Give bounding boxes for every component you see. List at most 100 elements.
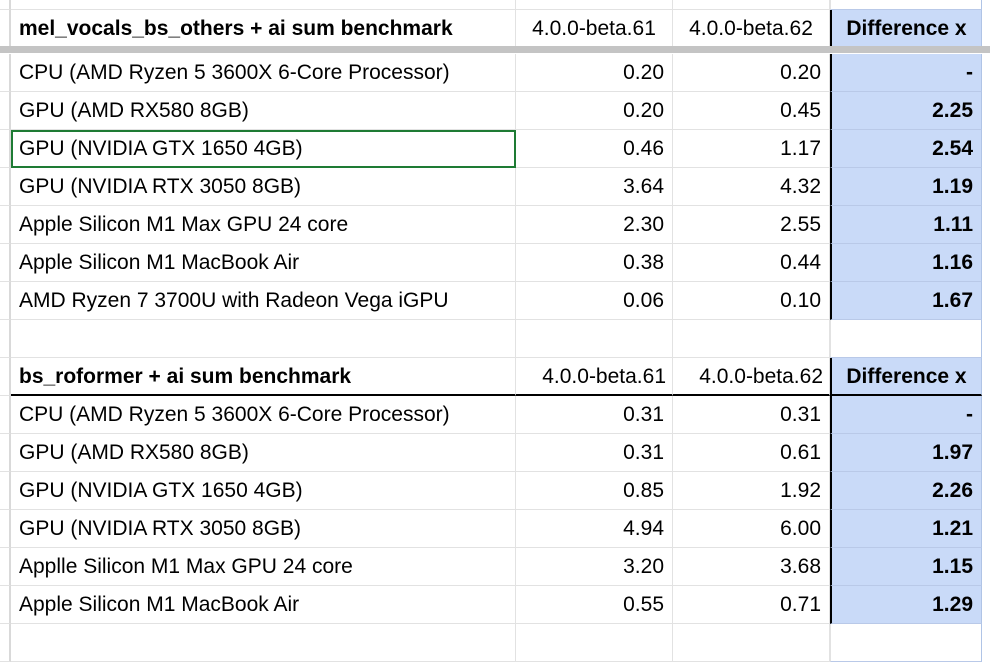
table-row: GPU (AMD RX580 8GB) 0.20 0.45 2.25 [0,92,990,130]
row-gutter [0,168,11,206]
table1-header-beta61[interactable]: 4.0.0-beta.61 [516,10,673,48]
blank-row [0,320,990,358]
device-cell[interactable]: CPU (AMD Ryzen 5 3600X 6-Core Processor) [11,54,516,92]
device-cell[interactable]: GPU (AMD RX580 8GB) [11,434,516,472]
beta61-cell[interactable]: 0.06 [516,282,673,320]
table-row: AMD Ryzen 7 3700U with Radeon Vega iGPU … [0,282,990,320]
table1-title[interactable]: mel_vocals_bs_others + ai sum benchmark [11,10,516,48]
beta62-cell[interactable]: 0.61 [673,434,830,472]
device-cell[interactable]: Apple Silicon M1 Max GPU 24 core [11,206,516,244]
beta61-cell[interactable]: 0.20 [516,54,673,92]
difference-cell[interactable]: 1.67 [830,282,982,320]
row-gutter [0,358,11,396]
table-row: GPU (AMD RX580 8GB) 0.31 0.61 1.97 [0,434,990,472]
difference-cell[interactable]: 2.26 [830,472,982,510]
cell[interactable] [11,0,516,10]
row-gutter [0,282,11,320]
cell[interactable] [830,0,982,10]
beta61-cell[interactable]: 4.94 [516,510,673,548]
table-row: Applle Silicon M1 Max GPU 24 core 3.20 3… [0,548,990,586]
beta62-cell[interactable]: 0.45 [673,92,830,130]
table-row: GPU (NVIDIA GTX 1650 4GB) 0.46 1.17 2.54 [0,130,990,168]
device-cell[interactable]: Apple Silicon M1 MacBook Air [11,244,516,282]
table2-header-difference[interactable]: Difference x [830,358,982,396]
device-cell[interactable]: CPU (AMD Ryzen 5 3600X 6-Core Processor) [11,396,516,434]
beta61-cell[interactable]: 0.20 [516,92,673,130]
row-gutter [0,510,11,548]
difference-cell[interactable]: 1.19 [830,168,982,206]
row-gutter [0,434,11,472]
row-gutter [0,586,11,624]
table1-header-row: mel_vocals_bs_others + ai sum benchmark … [0,10,990,48]
beta62-cell[interactable]: 4.32 [673,168,830,206]
beta62-cell[interactable]: 0.31 [673,396,830,434]
device-cell[interactable]: Apple Silicon M1 MacBook Air [11,586,516,624]
row-gutter [0,54,11,92]
row-gutter [0,92,11,130]
difference-cell[interactable]: 1.15 [830,548,982,586]
table-row: GPU (NVIDIA GTX 1650 4GB) 0.85 1.92 2.26 [0,472,990,510]
table1-header-difference[interactable]: Difference x [830,10,982,48]
row-gutter [0,396,11,434]
difference-cell[interactable]: - [830,396,982,434]
row-gutter [0,10,11,48]
row-gutter [0,472,11,510]
difference-cell[interactable]: - [830,54,982,92]
beta61-cell[interactable]: 0.31 [516,434,673,472]
difference-cell[interactable]: 1.21 [830,510,982,548]
table2-title[interactable]: bs_roformer + ai sum benchmark [11,358,516,396]
table2-header-row: bs_roformer + ai sum benchmark 4.0.0-bet… [0,358,990,396]
device-cell-selected[interactable]: GPU (NVIDIA GTX 1650 4GB) [11,130,516,168]
spreadsheet-row [0,0,990,10]
difference-cell[interactable]: 1.29 [830,586,982,624]
cell[interactable] [673,320,830,358]
beta62-cell[interactable]: 1.17 [673,130,830,168]
beta62-cell[interactable]: 6.00 [673,510,830,548]
difference-cell[interactable]: 1.16 [830,244,982,282]
row-gutter [0,130,11,168]
table-row: GPU (NVIDIA RTX 3050 8GB) 4.94 6.00 1.21 [0,510,990,548]
beta61-cell[interactable]: 0.85 [516,472,673,510]
beta62-cell[interactable]: 2.55 [673,206,830,244]
device-cell[interactable]: GPU (NVIDIA RTX 3050 8GB) [11,510,516,548]
row-gutter [0,244,11,282]
beta61-cell[interactable]: 2.30 [516,206,673,244]
difference-cell[interactable]: 1.11 [830,206,982,244]
difference-cell[interactable]: 2.54 [830,130,982,168]
difference-cell[interactable]: 1.97 [830,434,982,472]
table2-header-beta61[interactable]: 4.0.0-beta.61 [516,358,673,396]
table-row: Apple Silicon M1 MacBook Air 0.55 0.71 1… [0,586,990,624]
table-row: Apple Silicon M1 MacBook Air 0.38 0.44 1… [0,244,990,282]
cell[interactable] [673,0,830,10]
device-cell[interactable]: GPU (NVIDIA GTX 1650 4GB) [11,472,516,510]
device-cell[interactable]: GPU (AMD RX580 8GB) [11,92,516,130]
table-row: GPU (NVIDIA RTX 3050 8GB) 3.64 4.32 1.19 [0,168,990,206]
beta62-cell[interactable]: 1.92 [673,472,830,510]
beta62-cell[interactable]: 0.20 [673,54,830,92]
freeze-pane-divider[interactable] [0,46,990,53]
beta62-cell[interactable]: 0.10 [673,282,830,320]
cell[interactable] [11,320,516,358]
beta61-cell[interactable]: 0.31 [516,396,673,434]
beta61-cell[interactable]: 0.38 [516,244,673,282]
device-cell[interactable]: AMD Ryzen 7 3700U with Radeon Vega iGPU [11,282,516,320]
beta62-cell[interactable]: 0.44 [673,244,830,282]
row-gutter [0,548,11,586]
table-row: Apple Silicon M1 Max GPU 24 core 2.30 2.… [0,206,990,244]
table-row: CPU (AMD Ryzen 5 3600X 6-Core Processor)… [0,396,990,434]
beta61-cell[interactable]: 3.20 [516,548,673,586]
cell[interactable] [516,0,673,10]
device-cell[interactable]: GPU (NVIDIA RTX 3050 8GB) [11,168,516,206]
table1-header-beta62[interactable]: 4.0.0-beta.62 [673,10,830,48]
beta62-cell[interactable]: 0.71 [673,586,830,624]
beta61-cell[interactable]: 0.46 [516,130,673,168]
beta61-cell[interactable]: 0.55 [516,586,673,624]
difference-cell[interactable]: 2.25 [830,92,982,130]
cell[interactable] [830,320,982,358]
table2-header-beta62[interactable]: 4.0.0-beta.62 [673,358,830,396]
cell[interactable] [516,320,673,358]
beta62-cell[interactable]: 3.68 [673,548,830,586]
device-cell[interactable]: Applle Silicon M1 Max GPU 24 core [11,548,516,586]
table-row: CPU (AMD Ryzen 5 3600X 6-Core Processor)… [0,54,990,92]
beta61-cell[interactable]: 3.64 [516,168,673,206]
